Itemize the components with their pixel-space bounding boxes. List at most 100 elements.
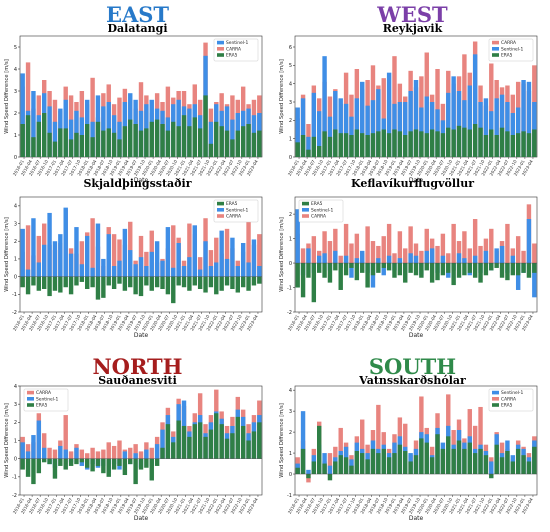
bar-sentinel1 <box>31 218 36 277</box>
bar-era5 <box>360 133 365 157</box>
bar-era5 <box>144 276 149 286</box>
bar-era5 <box>435 131 440 157</box>
bar-sentinel1 <box>63 449 68 459</box>
y-tick-label: 1 <box>289 136 292 142</box>
bar-era5 <box>510 461 516 475</box>
y-tick-label: 0 <box>289 472 292 478</box>
bar-carra <box>311 236 317 264</box>
bar-sentinel1 <box>343 255 349 264</box>
y-tick-label: 2 <box>14 239 17 245</box>
bar-era5 <box>68 139 74 157</box>
y-axis-label: Wind Speed Difference [m/s] <box>4 217 10 292</box>
legend-label: ERA5 <box>501 403 513 409</box>
bar-era5 <box>149 121 154 157</box>
bar-era5 <box>149 276 154 291</box>
bar-sentinel1 <box>494 98 499 157</box>
bar-era5 <box>381 263 386 268</box>
bar-sentinel1 <box>343 103 349 157</box>
legend-label: CARRA <box>311 214 326 220</box>
bar-carra <box>85 453 90 459</box>
legend-label: CARRA <box>226 46 241 52</box>
bar-sentinel1 <box>203 241 208 277</box>
bar-carra <box>208 250 214 277</box>
bar-era5 <box>333 461 338 475</box>
legend-swatch <box>217 214 224 218</box>
bar-sentinel1 <box>68 119 74 157</box>
legend-swatch <box>217 53 224 57</box>
bar-carra <box>42 433 47 459</box>
bar-era5 <box>376 131 381 157</box>
bar-era5 <box>246 276 251 291</box>
bar-sentinel1 <box>20 442 25 459</box>
bar-carra <box>338 427 343 475</box>
bar-era5 <box>240 126 246 157</box>
bar-era5 <box>235 276 241 293</box>
bar-era5 <box>424 263 429 271</box>
bar-era5 <box>47 132 52 157</box>
bar-era5 <box>365 135 370 157</box>
bar-carra <box>90 77 95 157</box>
bar-sentinel1 <box>197 269 203 277</box>
bar-carra <box>79 449 85 459</box>
bar-carra <box>52 449 58 459</box>
bar-sentinel1 <box>36 262 42 277</box>
bar-era5 <box>144 458 149 468</box>
bar-sentinel1 <box>117 260 122 277</box>
bar-sentinel1 <box>68 253 74 277</box>
bar-era5 <box>154 458 160 466</box>
bar-era5 <box>20 458 25 470</box>
bar-era5 <box>381 448 386 475</box>
bar-era5 <box>462 263 467 276</box>
bar-era5 <box>31 276 36 286</box>
bar-era5 <box>419 438 424 475</box>
bar-era5 <box>160 447 165 459</box>
y-axis-label: Wind Speed Difference [m/s] <box>279 59 285 134</box>
bar-sentinel1 <box>311 92 317 157</box>
bar-era5 <box>203 436 208 459</box>
bar-era5 <box>526 263 532 278</box>
bar-sentinel1 <box>370 100 376 157</box>
bar-sentinel1 <box>133 264 138 277</box>
bar-sentinel1 <box>208 266 214 277</box>
legend-swatch <box>492 390 499 395</box>
bar-era5 <box>149 458 154 481</box>
bar-era5 <box>489 474 494 479</box>
bar-era5 <box>171 121 176 157</box>
bar-era5 <box>214 413 219 459</box>
bar-sentinel1 <box>472 255 478 264</box>
bar-era5 <box>246 440 251 459</box>
bar-sentinel1 <box>489 461 494 475</box>
bar-era5 <box>515 448 521 475</box>
bar-era5 <box>197 276 203 289</box>
bar-sentinel1 <box>122 451 128 459</box>
bar-carra <box>68 451 74 459</box>
bar-carra <box>381 236 386 264</box>
bar-era5 <box>311 136 317 157</box>
bar-era5 <box>317 425 322 475</box>
bar-era5 <box>251 276 257 286</box>
bar-carra <box>187 223 192 277</box>
y-tick-label: -2 <box>12 493 17 499</box>
bar-era5 <box>101 130 106 157</box>
bar-era5 <box>68 276 74 295</box>
bar-sentinel1 <box>354 258 360 264</box>
legend-label: ERA5 <box>311 201 323 207</box>
bar-sentinel1 <box>74 227 79 277</box>
bar-era5 <box>360 263 365 273</box>
bar-carra <box>133 444 138 459</box>
bar-era5 <box>101 276 106 298</box>
panel-east-dalatangi: EAST Dalatangi 0 1 2 3 4 5 2016-01 2016-04 2016-… <box>0 0 275 266</box>
region-title: NORTH <box>92 354 183 379</box>
bar-era5 <box>25 115 31 157</box>
bar-era5 <box>440 263 446 276</box>
bar-era5 <box>224 130 230 157</box>
bar-era5 <box>440 448 446 475</box>
chart-reykjavik: 01234562016-012016-042016-072016-102017-… <box>279 35 538 184</box>
bar-sentinel1 <box>85 235 90 277</box>
bar-sentinel1 <box>300 411 306 475</box>
bar-sentinel1 <box>74 447 79 459</box>
bar-carra <box>117 440 122 459</box>
bar-sentinel1 <box>360 250 365 264</box>
bar-era5 <box>295 263 300 288</box>
bar-carra <box>370 241 376 264</box>
